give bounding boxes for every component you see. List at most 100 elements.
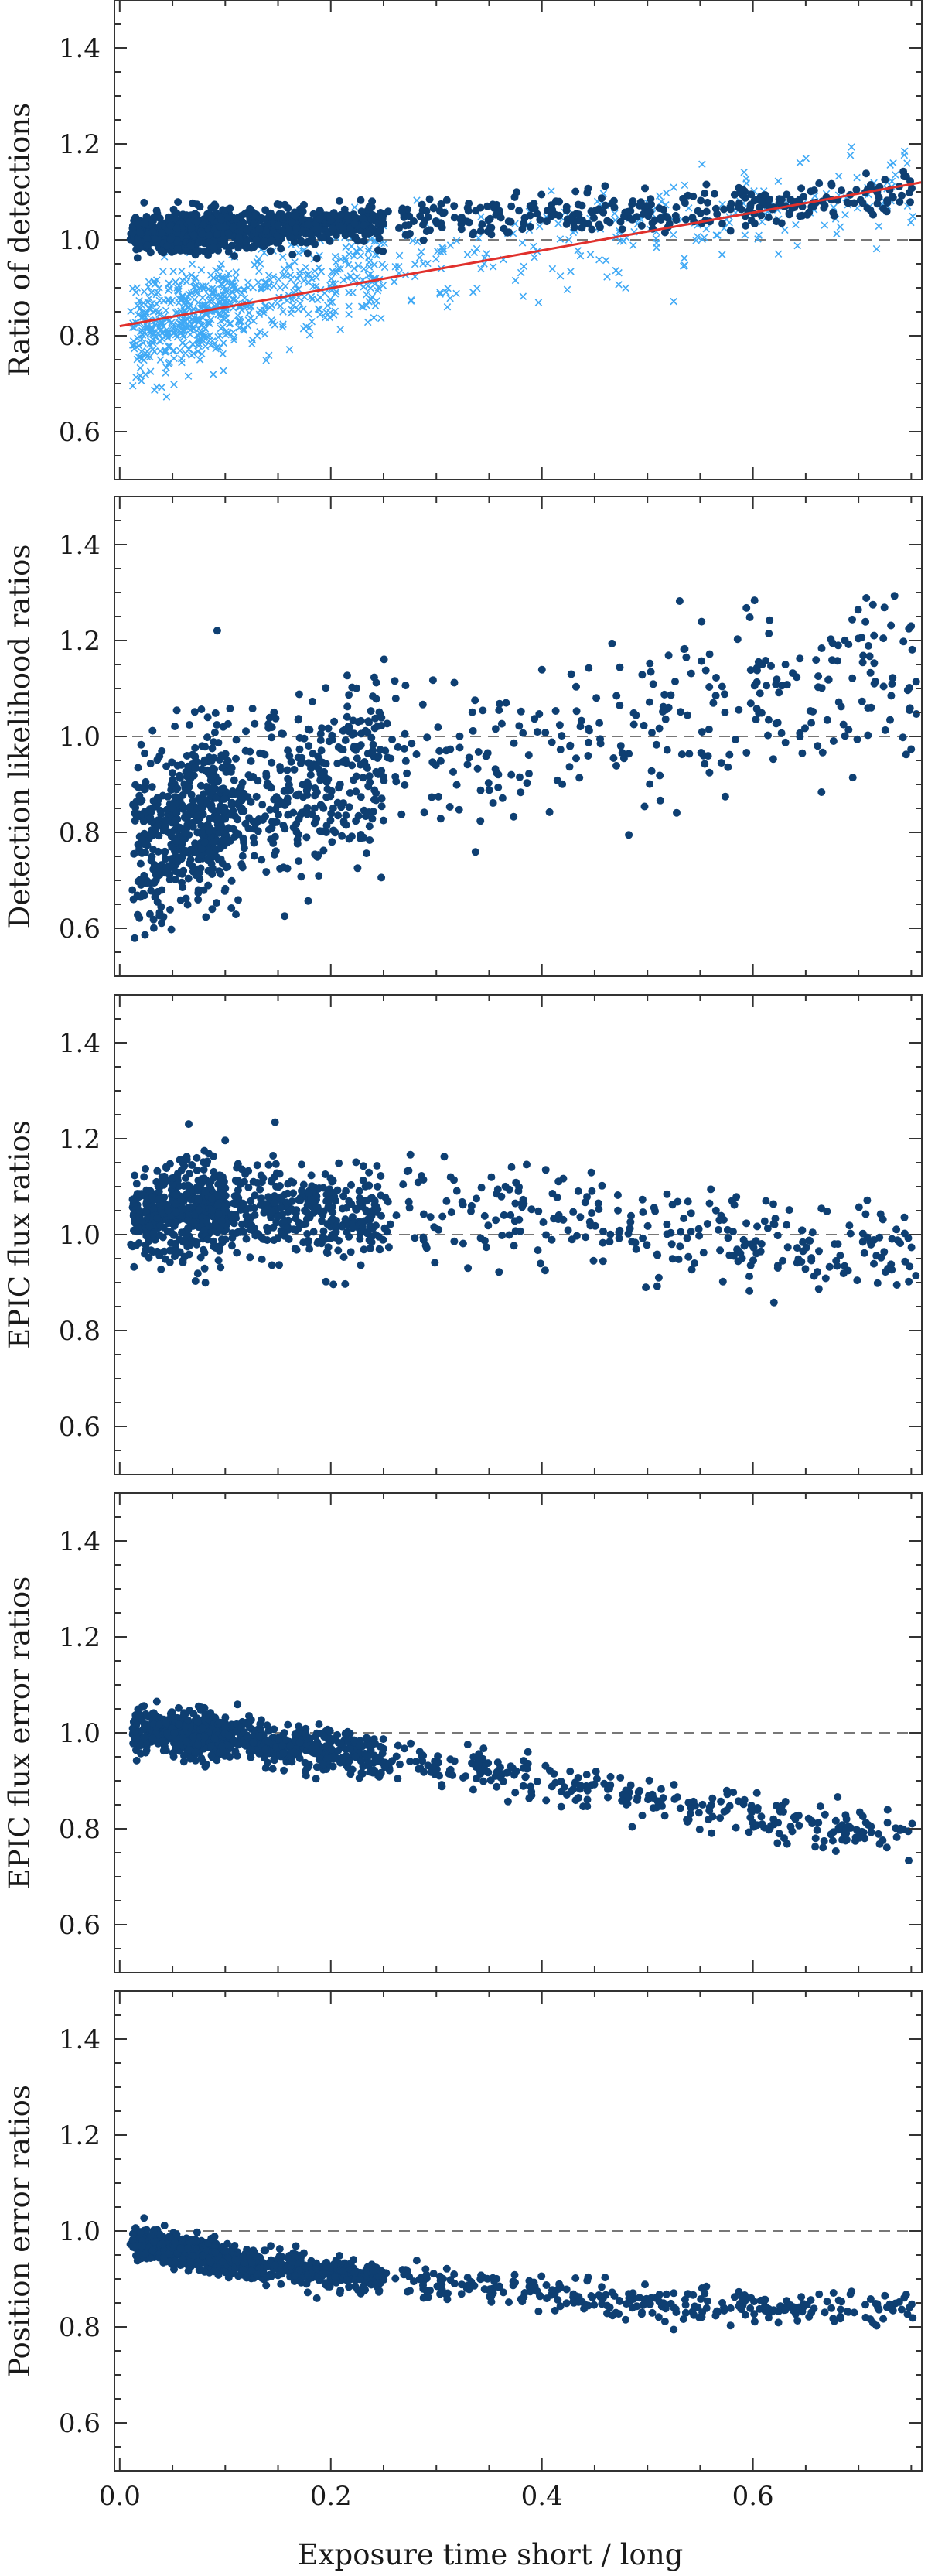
data-point bbox=[298, 1160, 305, 1169]
cross-marker bbox=[254, 278, 262, 286]
data-point bbox=[169, 205, 178, 214]
data-point bbox=[352, 772, 360, 781]
cross-marker bbox=[586, 251, 595, 258]
data-point bbox=[828, 1836, 837, 1845]
data-point bbox=[178, 1228, 186, 1237]
cross-marker bbox=[300, 292, 309, 301]
data-point bbox=[155, 1183, 164, 1191]
cross-marker bbox=[227, 288, 236, 296]
cross-marker bbox=[534, 299, 543, 306]
data-point bbox=[476, 227, 485, 235]
plot-area bbox=[119, 143, 922, 401]
data-point bbox=[711, 692, 720, 700]
data-point bbox=[203, 1235, 212, 1244]
data-point bbox=[572, 707, 581, 716]
y-tick-label: 0.8 bbox=[59, 818, 101, 849]
data-point bbox=[785, 1206, 793, 1215]
data-point bbox=[815, 179, 824, 187]
cross-marker bbox=[270, 282, 278, 290]
data-point bbox=[758, 660, 766, 668]
data-point bbox=[152, 863, 160, 872]
data-point bbox=[133, 254, 142, 262]
cross-marker bbox=[196, 356, 204, 364]
data-point bbox=[844, 726, 853, 734]
data-point bbox=[372, 789, 380, 798]
data-point bbox=[213, 627, 221, 635]
data-point bbox=[185, 1203, 193, 1211]
data-point bbox=[135, 791, 144, 800]
data-point bbox=[806, 707, 814, 715]
data-point bbox=[721, 690, 728, 699]
data-point bbox=[234, 790, 242, 798]
cross-marker bbox=[413, 237, 421, 246]
data-point bbox=[831, 1240, 839, 1249]
data-point bbox=[718, 1277, 727, 1286]
data-point bbox=[418, 207, 427, 214]
data-point bbox=[318, 801, 326, 810]
data-point bbox=[721, 792, 729, 801]
data-point bbox=[268, 1261, 276, 1269]
data-point bbox=[616, 1226, 624, 1235]
data-point bbox=[163, 241, 172, 250]
cross-marker bbox=[217, 260, 226, 268]
data-point bbox=[647, 767, 656, 775]
data-point bbox=[303, 810, 312, 818]
data-point bbox=[168, 758, 176, 767]
data-point bbox=[589, 1256, 598, 1265]
data-point bbox=[890, 592, 899, 600]
data-point bbox=[189, 797, 197, 805]
data-point bbox=[742, 1219, 751, 1228]
data-point bbox=[882, 207, 891, 216]
y-tick-label: 1.4 bbox=[59, 33, 101, 64]
data-point bbox=[162, 805, 171, 814]
data-point bbox=[575, 210, 583, 219]
data-point bbox=[164, 1206, 172, 1215]
cross-marker bbox=[151, 386, 159, 394]
primary-series bbox=[127, 1118, 920, 1307]
data-point bbox=[616, 701, 624, 709]
data-point bbox=[773, 1232, 782, 1240]
y-tick-label: 0.8 bbox=[59, 1316, 101, 1347]
data-point bbox=[480, 1211, 489, 1220]
data-point bbox=[210, 728, 219, 736]
data-point bbox=[609, 196, 618, 205]
data-point bbox=[426, 1213, 435, 1221]
data-point bbox=[192, 247, 200, 255]
data-point bbox=[281, 912, 289, 921]
data-point bbox=[251, 1191, 259, 1200]
data-point bbox=[177, 1166, 186, 1174]
data-point bbox=[625, 831, 633, 839]
data-point bbox=[149, 924, 158, 932]
data-point bbox=[213, 721, 221, 729]
data-point bbox=[661, 715, 670, 723]
data-point bbox=[305, 726, 314, 734]
data-point bbox=[157, 1265, 165, 1273]
data-point bbox=[479, 706, 487, 715]
data-point bbox=[311, 850, 319, 859]
data-point bbox=[501, 1182, 510, 1191]
data-point bbox=[235, 798, 244, 806]
data-point bbox=[377, 794, 386, 803]
data-point bbox=[671, 678, 679, 685]
data-point bbox=[252, 236, 261, 244]
data-point bbox=[184, 874, 193, 883]
data-point bbox=[322, 822, 331, 830]
data-point bbox=[201, 1187, 210, 1196]
data-point bbox=[251, 719, 259, 728]
data-point bbox=[360, 1245, 368, 1254]
cross-marker bbox=[224, 269, 233, 278]
data-point bbox=[165, 1246, 174, 1255]
data-point bbox=[162, 1163, 170, 1171]
data-point bbox=[334, 1246, 343, 1255]
data-point bbox=[484, 1221, 493, 1230]
data-point bbox=[317, 746, 326, 755]
data-point bbox=[231, 1176, 240, 1184]
cross-marker bbox=[279, 253, 287, 261]
data-point bbox=[140, 1173, 148, 1181]
data-point bbox=[766, 616, 774, 624]
data-point bbox=[316, 215, 324, 224]
data-point bbox=[507, 217, 515, 226]
data-point bbox=[524, 751, 533, 760]
data-point bbox=[292, 828, 301, 836]
